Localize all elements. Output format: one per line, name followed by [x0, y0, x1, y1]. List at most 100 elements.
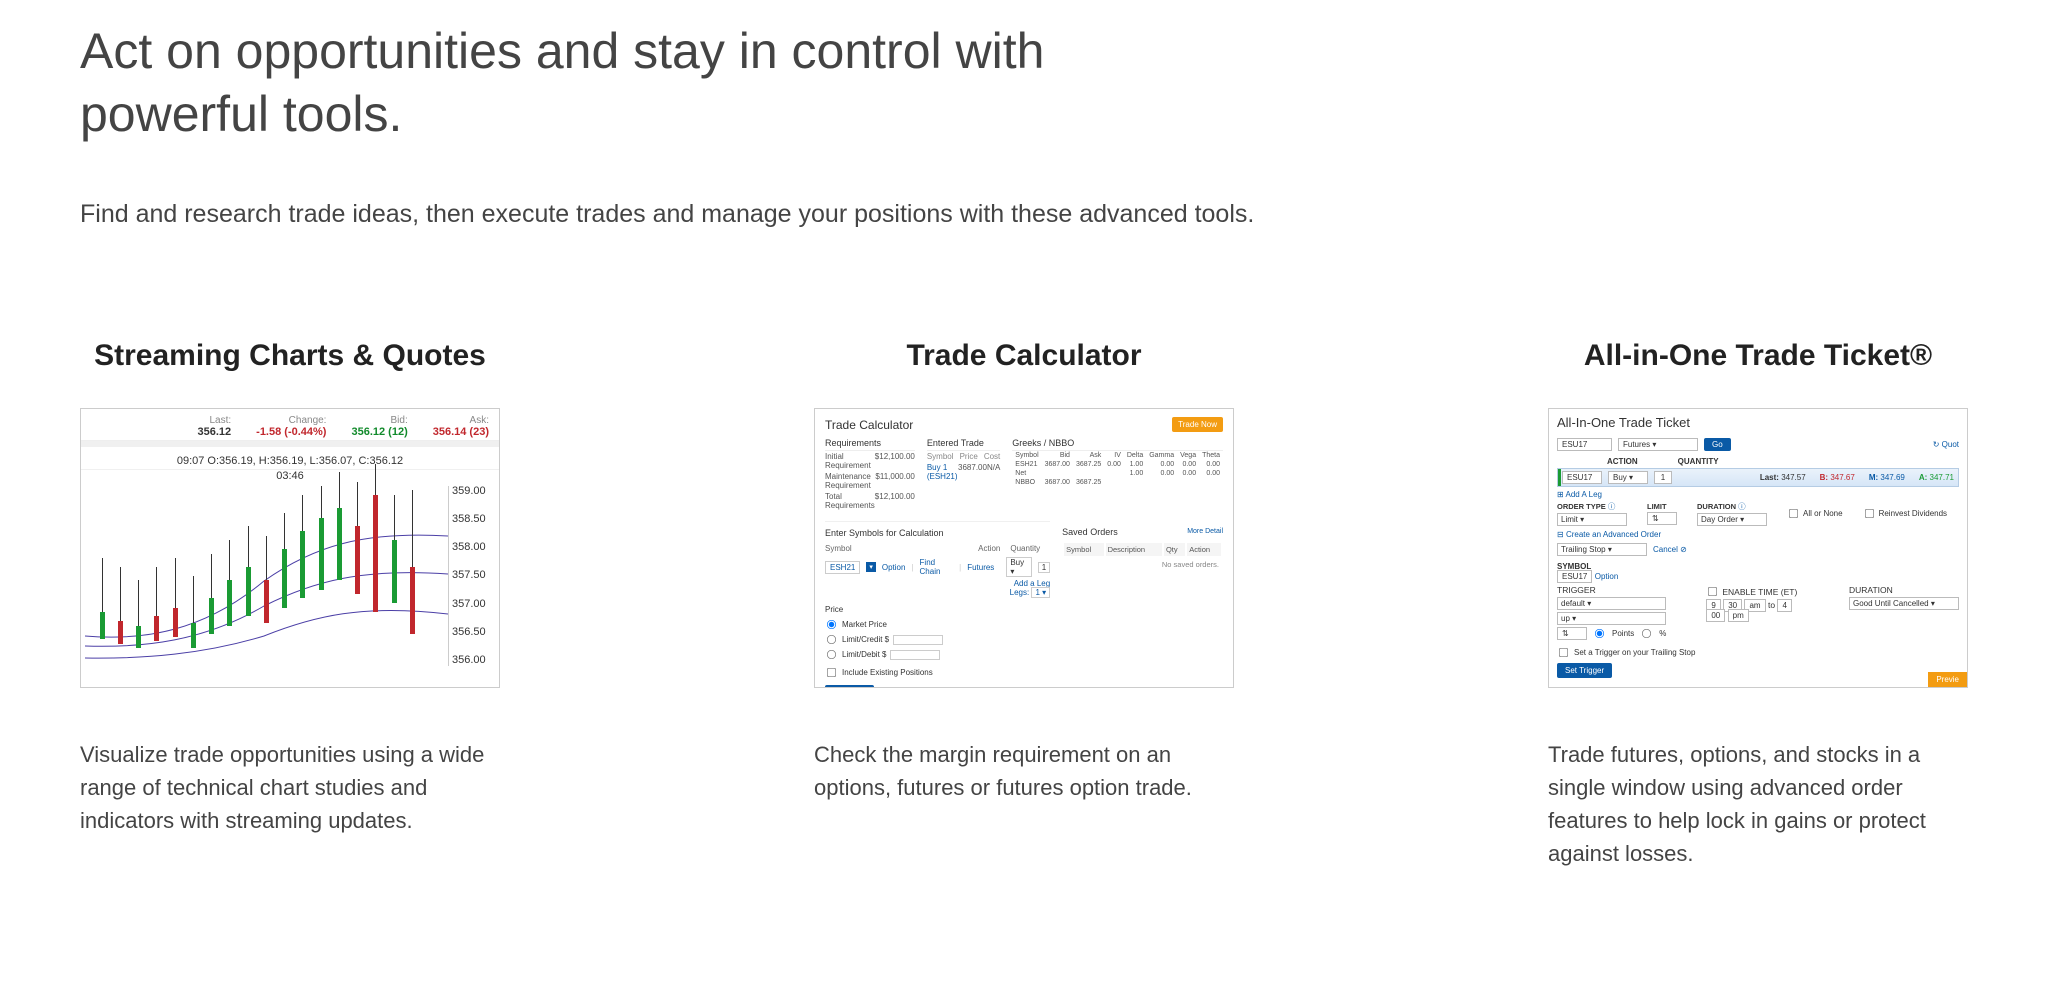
ticket-screenshot: All-In-One Trade Ticket ESU17 Futures ▾ …: [1548, 408, 1968, 688]
req-initial-value: $12,100.00: [875, 452, 915, 470]
req-total-label: Total Requirements: [825, 492, 875, 510]
col-quantity-header: QUANTITY: [1678, 457, 1719, 466]
chart-area[interactable]: 359.00358.50358.00357.50357.00356.50356.…: [85, 486, 449, 666]
limit-debit-radio[interactable]: [827, 650, 836, 659]
cancel-link[interactable]: Cancel: [1653, 545, 1687, 554]
col-symbol: Symbol: [927, 452, 954, 461]
greeks-table: SymbolBidAskIVDeltaGammaVegaThetaESH2136…: [1012, 451, 1223, 487]
limit-label: LIMIT: [1647, 502, 1677, 511]
col-price: Price: [960, 452, 978, 461]
duration2-select[interactable]: Good Until Cancelled ▾: [1849, 597, 1959, 610]
ticket-symbol-input[interactable]: ESU17: [1557, 438, 1612, 451]
limit-debit-input[interactable]: [890, 650, 940, 660]
trigger-direction-select[interactable]: up ▾: [1557, 612, 1666, 625]
card-chart-desc: Visualize trade opportunities using a wi…: [80, 738, 500, 837]
futures-link[interactable]: Futures: [967, 563, 994, 572]
symbol-dropdown-icon[interactable]: ▾: [866, 562, 876, 572]
time-hour2[interactable]: 4: [1777, 599, 1791, 612]
saved-col-symbol: Symbol: [1064, 543, 1103, 556]
reinvest-label: Reinvest Dividends: [1879, 509, 1947, 518]
preview-button[interactable]: Previe: [1928, 672, 1967, 687]
card-chart: Streaming Charts & Quotes Last:356.12 Ch…: [80, 339, 500, 870]
order-type-select[interactable]: Limit ▾: [1557, 513, 1627, 526]
duration-label: DURATION: [1697, 502, 1736, 511]
card-chart-title: Streaming Charts & Quotes: [80, 339, 500, 373]
duration2-header: DURATION: [1849, 585, 1959, 595]
legs-select[interactable]: 1 ▾: [1031, 587, 1050, 598]
enable-time-checkbox[interactable]: [1708, 587, 1717, 596]
trigger-default-select[interactable]: default ▾: [1557, 597, 1666, 610]
saved-orders-table: Symbol Description Qty Action No saved o…: [1062, 541, 1223, 573]
leg-symbol[interactable]: ESU17: [1562, 471, 1602, 484]
chart-screenshot: Last:356.12 Change:-1.58 (-0.44%) Bid:35…: [80, 408, 500, 688]
last-label: Last:: [198, 415, 232, 426]
req-total-value: $12,100.00: [875, 492, 915, 510]
ticket-type-select[interactable]: Futures ▾: [1618, 438, 1698, 451]
create-advanced-order-link[interactable]: Create an Advanced Order: [1557, 530, 1959, 539]
entered-trade-header: Entered Trade: [927, 436, 1000, 451]
time-ampm2[interactable]: pm: [1728, 609, 1749, 622]
quote-refresh-link[interactable]: Quot: [1933, 440, 1959, 449]
card-ticket-desc: Trade futures, options, and stocks in a …: [1548, 738, 1968, 870]
qty-input[interactable]: 1: [1038, 562, 1050, 573]
y-axis-labels: 359.00358.50358.00357.50357.00356.50356.…: [452, 486, 496, 666]
limit-credit-label: Limit/Credit $: [842, 635, 889, 644]
add-leg-link[interactable]: Add A Leg: [1557, 490, 1959, 499]
calculate-button[interactable]: Calculate: [825, 685, 874, 688]
time-to: to: [1768, 600, 1775, 610]
bid-label: Bid:: [351, 415, 407, 426]
card-ticket-title: All-in-One Trade Ticket®: [1548, 339, 1968, 373]
duration-select[interactable]: Day Order ▾: [1697, 513, 1767, 526]
symbol-input[interactable]: ESH21: [825, 561, 860, 574]
limit-credit-input[interactable]: [893, 635, 943, 645]
option-link-2[interactable]: Option: [1595, 572, 1619, 581]
reinvest-checkbox[interactable]: [1865, 509, 1874, 518]
a-val: 347.71: [1930, 473, 1954, 482]
all-or-none-checkbox[interactable]: [1789, 509, 1798, 518]
saved-col-desc: Description: [1106, 543, 1162, 556]
include-positions-checkbox[interactable]: [827, 668, 836, 677]
trigger-header: TRIGGER: [1557, 585, 1666, 595]
tab-symbol: Symbol: [825, 542, 978, 555]
card-ticket: All-in-One Trade Ticket® All-In-One Trad…: [1548, 339, 1968, 870]
limit-stepper[interactable]: ⇅: [1647, 512, 1677, 525]
set-trigger-button[interactable]: Set Trigger: [1557, 663, 1612, 678]
action-select[interactable]: Buy ▾: [1006, 557, 1031, 577]
no-saved-orders: No saved orders.: [1064, 558, 1221, 571]
points-radio[interactable]: [1595, 629, 1604, 638]
percent-radio[interactable]: [1642, 629, 1651, 638]
points-stepper[interactable]: ⇅: [1557, 627, 1587, 640]
entered-symbol[interactable]: Buy 1 (ESH21): [927, 463, 958, 481]
requirements-header: Requirements: [825, 436, 915, 451]
change-value: -1.58 (-0.44%): [256, 426, 326, 438]
find-chain-link[interactable]: Find Chain: [920, 558, 954, 576]
cards-row: Streaming Charts & Quotes Last:356.12 Ch…: [80, 339, 1968, 870]
req-initial-label: Initial Requirement: [825, 452, 875, 470]
leg-action-select[interactable]: Buy ▾: [1608, 471, 1648, 484]
set-trigger-checkbox[interactable]: [1559, 648, 1568, 657]
b-val: 347.67: [1830, 473, 1854, 482]
symbol-section-header: SYMBOL: [1557, 562, 1959, 571]
col-action-header: ACTION: [1607, 457, 1638, 466]
limit-debit-label: Limit/Debit $: [842, 650, 886, 659]
time-min2[interactable]: 00: [1706, 609, 1725, 622]
market-price-radio[interactable]: [827, 620, 836, 629]
trailing-stop-select[interactable]: Trailing Stop ▾: [1557, 543, 1647, 556]
trade-now-button[interactable]: Trade Now: [1172, 417, 1223, 432]
saved-col-qty: Qty: [1164, 543, 1185, 556]
card-calculator: Trade Calculator Trade Calculator Trade …: [814, 339, 1234, 870]
calc-window-title: Trade Calculator: [825, 418, 913, 432]
symbol2-input[interactable]: ESU17: [1557, 570, 1592, 583]
more-detail-link[interactable]: More Detail: [1187, 528, 1223, 535]
leg-qty-input[interactable]: 1: [1654, 471, 1672, 484]
intro-text: Find and research trade ideas, then exec…: [80, 200, 1968, 229]
option-link[interactable]: Option: [882, 563, 906, 572]
card-calc-title: Trade Calculator: [814, 339, 1234, 373]
go-button[interactable]: Go: [1704, 438, 1731, 451]
last-value: 356.12: [198, 426, 232, 438]
last-lbl: Last:: [1760, 473, 1779, 482]
limit-credit-radio[interactable]: [827, 635, 836, 644]
req-maint-label: Maintenance Requirement: [825, 472, 875, 490]
m-val: 347.69: [1880, 473, 1904, 482]
card-calc-desc: Check the margin requirement on an optio…: [814, 738, 1234, 804]
